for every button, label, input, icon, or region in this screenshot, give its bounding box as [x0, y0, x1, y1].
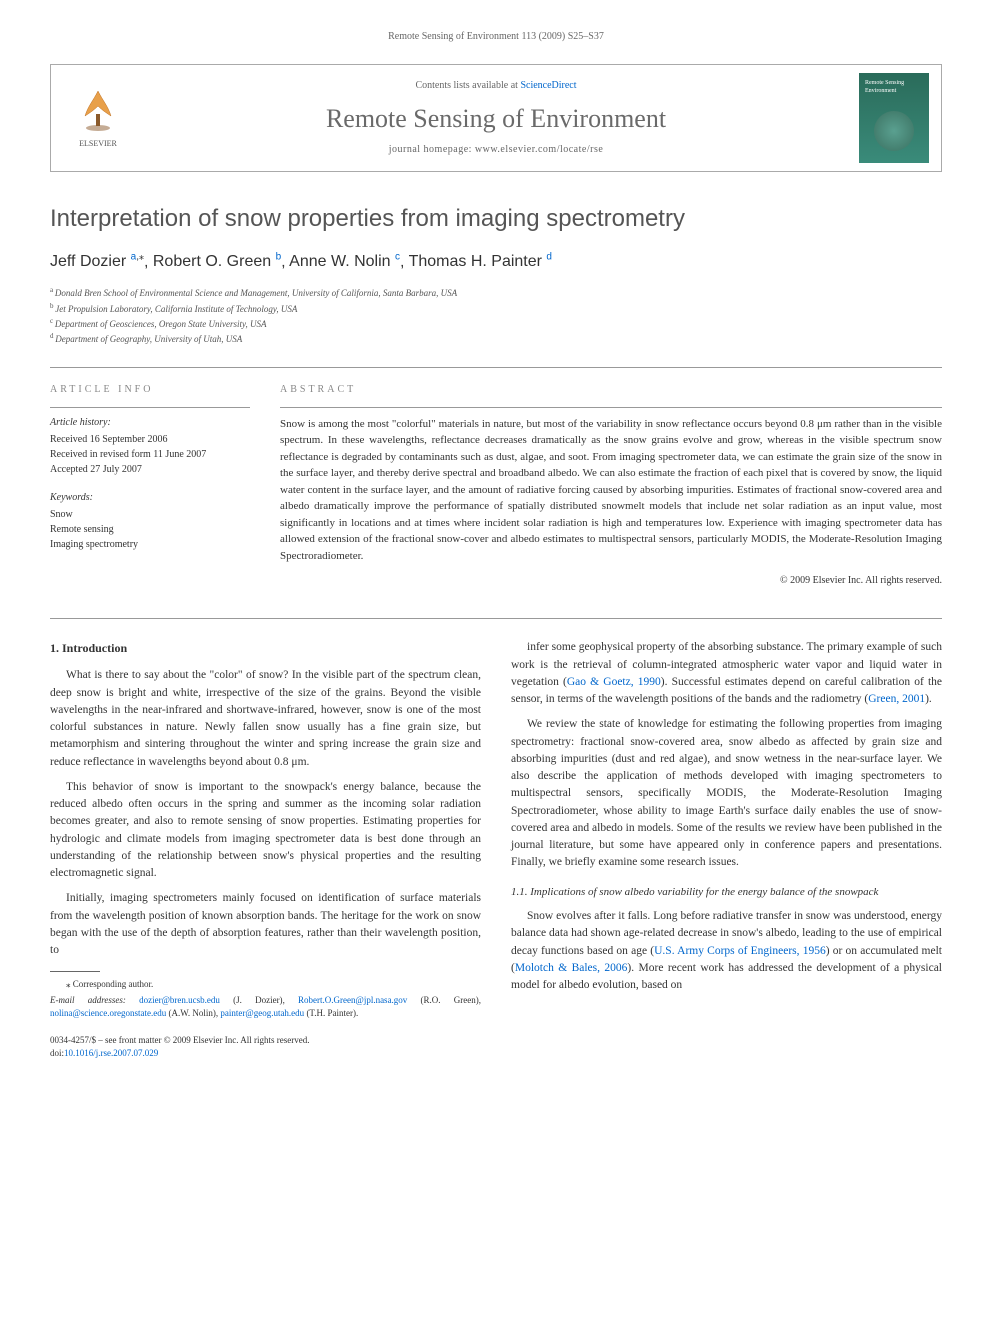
revised-date: Received in revised form 11 June 2007 [50, 447, 250, 462]
journal-name: Remote Sensing of Environment [153, 101, 839, 137]
journal-cover-thumbnail: Remote Sensing Environment [859, 73, 929, 163]
keyword-item: Snow [50, 507, 250, 522]
keyword-item: Imaging spectrometry [50, 537, 250, 552]
accepted-date: Accepted 27 July 2007 [50, 462, 250, 477]
doi-link[interactable]: 10.1016/j.rse.2007.07.029 [64, 1048, 158, 1058]
divider [50, 407, 250, 408]
article-info-heading: ARTICLE INFO [50, 383, 250, 397]
email-addresses-line: E-mail addresses: dozier@bren.ucsb.edu (… [50, 994, 481, 1019]
affiliations-list: a Donald Bren School of Environmental Sc… [50, 285, 942, 347]
affiliation-line: b Jet Propulsion Laboratory, California … [50, 301, 942, 316]
affiliation-line: d Department of Geography, University of… [50, 331, 942, 346]
abstract-heading: ABSTRACT [280, 383, 942, 397]
page-footer: 0034-4257/$ – see front matter © 2009 El… [50, 1034, 942, 1059]
email-link[interactable]: dozier@bren.ucsb.edu [139, 995, 220, 1005]
doi-line: doi:10.1016/j.rse.2007.07.029 [50, 1047, 942, 1060]
journal-homepage: journal homepage: www.elsevier.com/locat… [153, 143, 839, 157]
divider [280, 407, 942, 408]
abstract-copyright: © 2009 Elsevier Inc. All rights reserved… [280, 574, 942, 588]
divider [50, 618, 942, 619]
body-paragraph: infer some geophysical property of the a… [511, 639, 942, 708]
citation-link[interactable]: Gao & Goetz, 1990 [567, 676, 661, 688]
citation-link[interactable]: Green, 2001 [868, 693, 925, 705]
email-link[interactable]: nolina@science.oregonstate.edu [50, 1008, 166, 1018]
text-run: ). [925, 693, 932, 705]
contents-prefix: Contents lists available at [415, 80, 520, 91]
footnote-separator [50, 971, 100, 972]
issn-copyright-line: 0034-4257/$ – see front matter © 2009 El… [50, 1034, 942, 1047]
author-name: Anne W. Nolin c [289, 253, 400, 270]
author-name: Thomas H. Painter d [409, 253, 552, 270]
article-body: 1. Introduction What is there to say abo… [50, 639, 942, 1019]
authors-line: Jeff Dozier a,⁎, Robert O. Green b, Anne… [50, 251, 942, 274]
affiliation-line: c Department of Geosciences, Oregon Stat… [50, 316, 942, 331]
section-heading-intro: 1. Introduction [50, 639, 481, 657]
email-link[interactable]: painter@geog.utah.edu [220, 1008, 304, 1018]
body-paragraph: Initially, imaging spectrometers mainly … [50, 890, 481, 959]
email-link[interactable]: Robert.O.Green@jpl.nasa.gov [298, 995, 407, 1005]
author-affil-marker: c [395, 252, 400, 263]
citation-link[interactable]: U.S. Army Corps of Engineers, 1956 [654, 945, 826, 957]
citation-link[interactable]: Molotch & Bales, 2006 [515, 962, 628, 974]
elsevier-tree-icon [73, 86, 123, 136]
cover-title-text: Remote Sensing Environment [865, 79, 923, 96]
elsevier-label: ELSEVIER [79, 138, 117, 149]
body-paragraph: This behavior of snow is important to th… [50, 779, 481, 883]
elsevier-logo: ELSEVIER [63, 78, 133, 158]
article-info-column: ARTICLE INFO Article history: Received 1… [50, 383, 250, 589]
contents-available-line: Contents lists available at ScienceDirec… [153, 79, 839, 93]
body-paragraph: Snow evolves after it falls. Long before… [511, 908, 942, 994]
abstract-column: ABSTRACT Snow is among the most "colorfu… [280, 383, 942, 589]
divider [50, 367, 942, 368]
body-paragraph: We review the state of knowledge for est… [511, 716, 942, 871]
abstract-text: Snow is among the most "colorful" materi… [280, 416, 942, 565]
running-header: Remote Sensing of Environment 113 (2009)… [50, 30, 942, 44]
email-label: E-mail addresses: [50, 995, 139, 1005]
affil-key: d [50, 332, 55, 340]
affil-key: c [50, 317, 55, 325]
author-name: Robert O. Green b [153, 253, 281, 270]
affiliation-line: a Donald Bren School of Environmental Sc… [50, 285, 942, 300]
article-title: Interpretation of snow properties from i… [50, 202, 942, 236]
sciencedirect-link[interactable]: ScienceDirect [520, 80, 576, 91]
received-date: Received 16 September 2006 [50, 432, 250, 447]
body-paragraph: What is there to say about the "color" o… [50, 667, 481, 771]
corresponding-star-icon: ,⁎ [136, 252, 144, 263]
footnotes-block: ⁎ Corresponding author. E-mail addresses… [50, 978, 481, 1019]
keywords-head: Keywords: [50, 491, 250, 505]
journal-header-box: ELSEVIER Contents lists available at Sci… [50, 64, 942, 172]
author-affil-marker: d [546, 252, 552, 263]
author-affil-marker: b [276, 252, 282, 263]
corresponding-author-note: ⁎ Corresponding author. [50, 978, 481, 991]
subsection-heading: 1.1. Implications of snow albedo variabi… [511, 884, 942, 901]
keyword-item: Remote sensing [50, 522, 250, 537]
author-name: Jeff Dozier a,⁎ [50, 253, 144, 270]
doi-prefix: doi: [50, 1048, 64, 1058]
affil-key: b [50, 302, 55, 310]
affil-key: a [50, 286, 55, 294]
cover-graphic-icon [874, 111, 914, 151]
article-history-head: Article history: [50, 416, 250, 430]
